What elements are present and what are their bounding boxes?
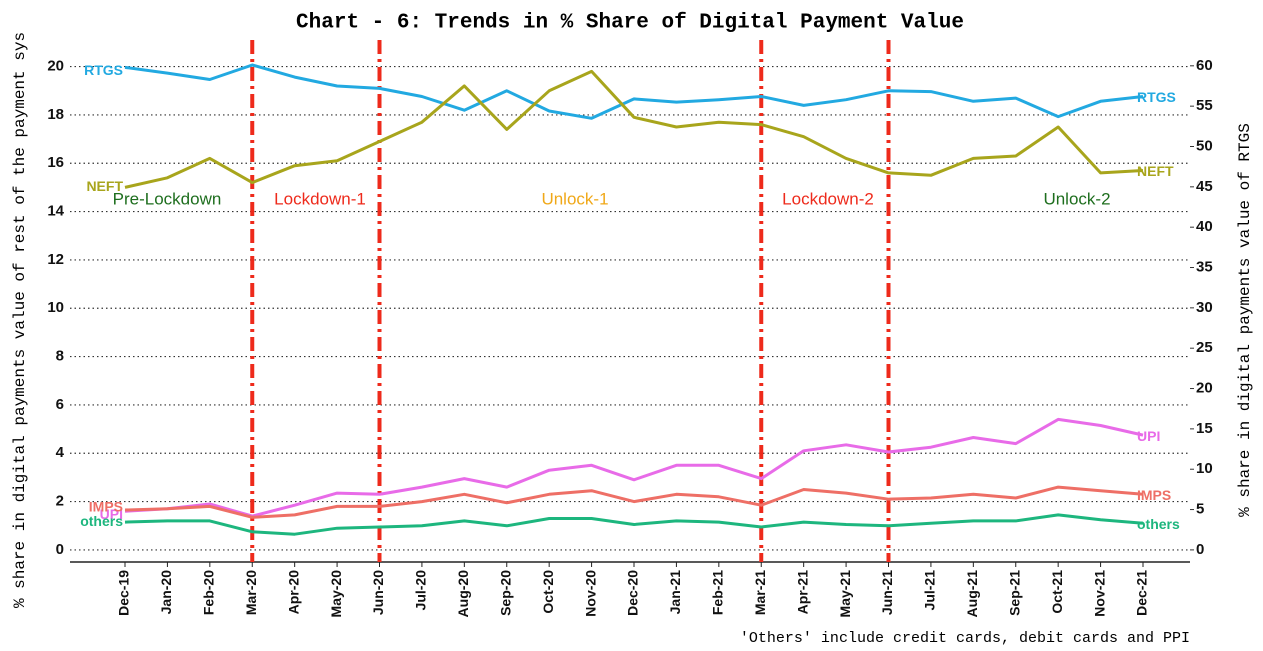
series-label-start: NEFT [86, 178, 123, 194]
y-tick-label: 2 [56, 493, 64, 510]
y-tick-label: 0 [56, 541, 64, 558]
x-tick-label: Dec-20 [625, 570, 641, 616]
y2-tick-label: 55 [1196, 97, 1213, 114]
y2-tick-label: 0 [1196, 541, 1204, 558]
x-tick-label: Dec-19 [116, 570, 132, 616]
x-tick-label: Jan-20 [158, 570, 174, 615]
series-line [124, 63, 1144, 120]
y-tick-label: 4 [56, 444, 65, 461]
y-tick-label: 18 [47, 106, 64, 123]
series-line [124, 485, 1144, 519]
x-tick-label: Feb-20 [201, 570, 217, 615]
y-tick-label: 8 [56, 348, 64, 365]
y2-tick-label: 45 [1196, 178, 1213, 195]
series-label-start: RTGS [84, 62, 123, 78]
x-tick-label: Nov-20 [582, 570, 598, 617]
y2-tick-label: 30 [1196, 299, 1213, 316]
y2-tick-label: 50 [1196, 137, 1213, 154]
y-tick-label: 6 [56, 396, 64, 413]
y2-tick-label: 5 [1196, 501, 1204, 518]
x-tick-label: Oct-20 [540, 570, 556, 614]
x-tick-label: May-20 [328, 570, 344, 618]
x-tick-label: Apr-21 [794, 570, 810, 615]
x-tick-label: Feb-21 [710, 570, 726, 615]
series-line [124, 69, 1144, 189]
x-tick-label: Jul-20 [413, 570, 429, 611]
phase-label: Unlock-2 [1043, 189, 1110, 208]
series-label-start: others [80, 513, 123, 529]
x-tick-label: Nov-21 [1091, 570, 1107, 617]
x-tick-label: Jul-21 [922, 570, 938, 611]
series-label-end: NEFT [1137, 163, 1174, 179]
y-tick-label: 10 [47, 299, 64, 316]
x-tick-label: Oct-21 [1049, 570, 1065, 614]
footnote: 'Others' include credit cards, debit car… [740, 630, 1190, 647]
y2-tick-label: 10 [1196, 460, 1213, 477]
x-tick-label: Apr-20 [285, 570, 301, 615]
x-tick-label: Jun-20 [370, 570, 386, 615]
phase-label: Lockdown-2 [782, 189, 874, 208]
series-label-end: IMPS [1137, 487, 1171, 503]
x-tick-label: Aug-20 [455, 570, 471, 618]
series-label-start: UPI [100, 506, 123, 522]
x-tick-label: Sep-20 [497, 570, 513, 616]
x-tick-label: Jan-21 [667, 570, 683, 615]
x-tick-label: Mar-21 [752, 570, 768, 615]
series-label-end: RTGS [1137, 89, 1176, 105]
y-tick-label: 20 [47, 58, 64, 75]
y-tick-label: 16 [47, 154, 64, 171]
chart-title: Chart - 6: Trends in % Share of Digital … [296, 12, 964, 35]
series-label-start: IMPS [89, 499, 123, 515]
y2-tick-label: 25 [1196, 339, 1213, 356]
y2-tick-label: 40 [1196, 218, 1213, 235]
x-tick-label: Dec-21 [1134, 570, 1150, 616]
phase-label: Unlock-1 [541, 189, 608, 208]
phase-label: Pre-Lockdown [113, 189, 222, 208]
y-tick-label: 14 [47, 203, 64, 220]
y-axis-label: % share in digital payments value of res… [11, 32, 29, 608]
x-tick-label: May-21 [837, 570, 853, 618]
series-label-end: others [1137, 516, 1180, 532]
y2-tick-label: 35 [1196, 258, 1213, 275]
series-line [124, 513, 1144, 536]
x-tick-label: Mar-20 [243, 570, 259, 615]
phase-label: Lockdown-1 [274, 189, 366, 208]
series-label-end: UPI [1137, 428, 1160, 444]
y2-tick-label: 20 [1196, 380, 1213, 397]
x-tick-label: Sep-21 [1006, 570, 1022, 616]
x-tick-label: Jun-21 [879, 570, 895, 615]
y2-tick-label: 60 [1196, 57, 1213, 74]
y-tick-label: 12 [47, 251, 64, 268]
y2-axis-label: % share in digital payments value of RTG… [1236, 123, 1254, 517]
series-line [124, 417, 1144, 518]
x-tick-label: Aug-21 [964, 570, 980, 618]
y2-tick-label: 15 [1196, 420, 1213, 437]
